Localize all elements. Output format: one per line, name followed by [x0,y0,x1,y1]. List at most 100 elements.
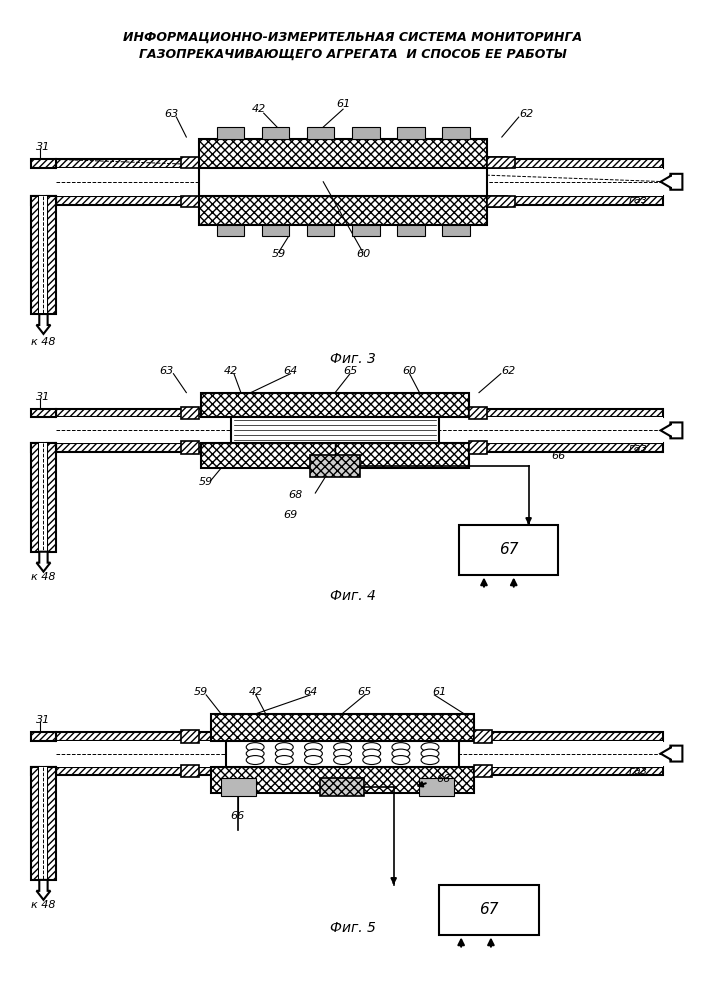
Text: 63: 63 [159,366,174,376]
Bar [40,767,47,880]
Ellipse shape [275,749,293,758]
Bar [226,741,459,767]
Bar [211,714,474,741]
Text: 59: 59 [199,477,214,487]
Bar [182,196,199,207]
Ellipse shape [275,743,293,752]
Bar [221,778,256,796]
Text: Фиг. 5: Фиг. 5 [330,921,376,935]
Text: к 48: к 48 [31,572,56,582]
Bar [40,196,47,314]
Bar [351,127,380,139]
Bar [262,225,289,236]
Text: 31: 31 [35,715,49,725]
Text: Фиг. 4: Фиг. 4 [330,589,376,603]
Ellipse shape [363,749,380,758]
Bar [487,157,515,168]
Polygon shape [660,174,682,190]
Text: 66: 66 [230,811,245,821]
Text: 42: 42 [224,366,238,376]
Polygon shape [660,422,682,438]
Text: ИНФОРМАЦИОННО-ИЗМЕРИТЕЛЬНАЯ СИСТЕМА МОНИТОРИНГА: ИНФОРМАЦИОННО-ИЗМЕРИТЕЛЬНАЯ СИСТЕМА МОНИ… [124,31,583,44]
Bar [351,225,380,236]
Text: 61: 61 [336,99,350,109]
Ellipse shape [305,743,322,752]
Ellipse shape [334,749,351,758]
Ellipse shape [275,756,293,765]
Polygon shape [660,746,682,762]
Text: 59: 59 [271,249,286,259]
Text: 60: 60 [356,249,370,259]
Bar [57,196,662,205]
Text: газ: газ [629,195,647,205]
Bar [47,767,57,880]
Bar [474,730,492,743]
Bar [47,443,57,552]
Bar [182,157,199,168]
Text: 65: 65 [343,366,357,376]
Text: 69: 69 [284,510,298,520]
Bar [30,732,57,741]
Bar [459,525,559,575]
Text: 61: 61 [432,687,446,697]
Text: 31: 31 [35,142,49,152]
Bar [30,159,57,168]
Polygon shape [37,880,50,900]
Text: газ: газ [629,766,647,776]
Text: 67: 67 [499,542,518,557]
Text: 68: 68 [288,490,303,500]
Text: 66: 66 [551,451,566,461]
Bar [57,741,662,767]
Ellipse shape [305,756,322,765]
Bar [182,407,199,419]
Bar [57,443,662,452]
Text: газ: газ [629,443,647,453]
Bar [211,767,474,793]
Bar [47,196,57,314]
Polygon shape [37,314,50,334]
Text: к 48: к 48 [31,900,56,910]
Ellipse shape [421,743,439,752]
Polygon shape [37,552,50,572]
Ellipse shape [334,756,351,765]
Text: 31: 31 [35,392,49,402]
Bar [30,409,57,417]
Bar [419,778,454,796]
Bar [231,417,439,443]
Ellipse shape [392,743,410,752]
Bar [262,127,289,139]
Bar [307,127,334,139]
Bar [57,417,662,443]
Bar [469,407,487,419]
Bar [487,196,507,207]
Text: 42: 42 [249,687,263,697]
Bar [30,767,57,775]
Ellipse shape [421,756,439,765]
Bar [182,730,199,743]
Ellipse shape [392,749,410,758]
Bar [182,765,199,777]
Text: 62: 62 [520,109,534,119]
Text: 64: 64 [284,366,298,376]
Ellipse shape [246,743,264,752]
Bar [57,159,662,168]
Bar [487,196,515,207]
Bar [57,732,662,741]
Bar [469,441,487,454]
Ellipse shape [363,743,380,752]
Bar [182,441,199,454]
Ellipse shape [305,749,322,758]
Text: 65: 65 [358,687,372,697]
Text: 42: 42 [252,104,266,114]
Bar [199,196,487,225]
Bar [199,139,487,168]
Bar [30,443,40,552]
Ellipse shape [363,756,380,765]
Bar [216,225,245,236]
Bar [442,225,469,236]
Bar [57,168,662,196]
Bar [216,127,245,139]
Bar [439,885,539,935]
Text: 59: 59 [194,687,209,697]
Bar [487,157,507,168]
